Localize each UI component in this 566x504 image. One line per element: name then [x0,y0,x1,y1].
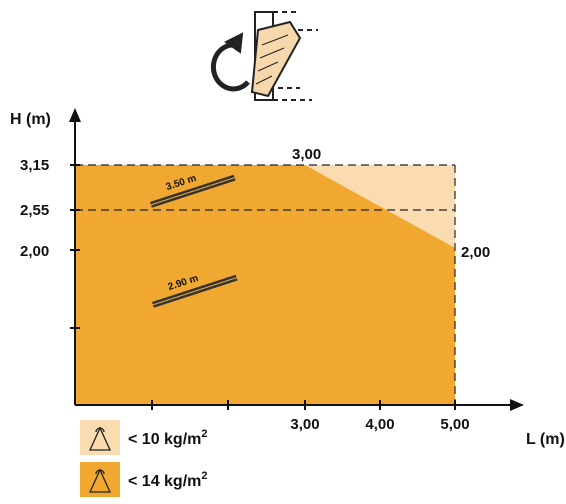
legend-label: < 10 kg/m2 [128,428,208,448]
diagram: H (m) L (m) 3,15 2,55 2,00 3,00 4,00 5,0… [0,0,566,504]
y-axis-label: H (m) [10,111,51,128]
legend-sup: 2 [201,470,207,482]
x-tick-label: 5,00 [440,416,469,433]
legend-sup: 2 [201,428,207,440]
y-tick-label: 3,15 [20,157,49,174]
legend-label: < 14 kg/m2 [128,470,208,490]
corner-label: 3,00 [292,146,321,163]
x-axis-label: L (m) [526,431,565,448]
y-tick-label: 2,55 [20,202,49,219]
y-arrow [69,108,81,122]
corner-label: 2,00 [461,244,490,261]
x-tick-label: 4,00 [365,416,394,433]
legend-text: < 14 kg/m [128,473,201,490]
x-arrow [510,399,524,411]
door-icon [213,12,318,100]
x-tick-label: 3,00 [290,416,319,433]
y-tick-label: 2,00 [20,243,49,260]
legend-text: < 10 kg/m [128,431,201,448]
